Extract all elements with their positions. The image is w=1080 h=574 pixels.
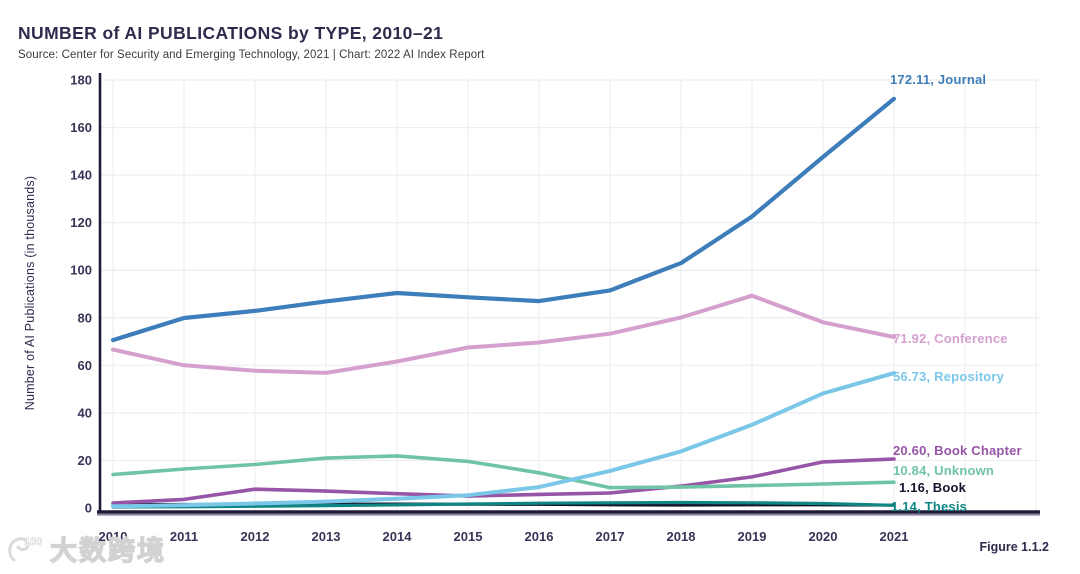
series-line-conference (111, 293, 896, 375)
x-tick-label: 2021 (880, 529, 909, 544)
series-end-label-conference: 71.92, Conference (893, 331, 1008, 347)
series-end-label-unknown: 10.84, Unknown (893, 462, 995, 478)
series-line-unknown (111, 454, 896, 490)
series-end-label-book: 1.16, Book (899, 479, 967, 495)
y-tick-label: 0 (85, 501, 92, 516)
x-tick-label: 2015 (454, 529, 483, 544)
series-end-label-thesis: 1.14, Thesis (891, 498, 968, 514)
chart-source: Source: Center for Security and Emerging… (18, 49, 485, 61)
series-line-thesis (111, 500, 896, 509)
y-tick-label: 120 (70, 215, 92, 230)
series-end-label-book-chapter: 20.60, Book Chapter (893, 442, 1022, 458)
series-line-book-chapter (111, 457, 896, 505)
y-tick-label: 180 (70, 73, 92, 88)
chart-title: NUMBER of AI PUBLICATIONS by TYPE, 2010–… (18, 23, 444, 43)
x-tick-label: 2016 (525, 529, 554, 544)
y-tick-label: 160 (70, 120, 92, 135)
series-end-label-journal: 172.11, Journal (890, 72, 987, 88)
x-tick-label: 2019 (738, 529, 767, 544)
x-tick-label: 2013 (312, 529, 341, 544)
y-tick-label: 80 (78, 310, 92, 325)
y-tick-label: 100 (70, 263, 92, 278)
y-tick-label: 20 (78, 453, 92, 468)
series-line-repository (111, 371, 896, 509)
x-tick-label: 2020 (809, 529, 838, 544)
series-end-label-repository: 56.73, Repository (893, 368, 1005, 384)
series-line-journal (110, 96, 897, 343)
x-tick-label: 2012 (241, 529, 270, 544)
y-tick-label: 140 (70, 168, 92, 183)
figure-caption: Figure 1.1.2 (979, 540, 1049, 554)
x-tick-label: 2017 (596, 529, 625, 544)
x-tick-label: 2011 (170, 529, 198, 544)
x-tick-label: 2014 (383, 529, 413, 544)
y-tick-label: 40 (78, 405, 92, 420)
y-axis-title: Number of AI Publications (in thousands) (23, 175, 37, 411)
x-tick-label: 2018 (667, 529, 696, 544)
y-tick-label: 60 (78, 358, 92, 373)
x-tick-label: 2010 (99, 529, 128, 544)
